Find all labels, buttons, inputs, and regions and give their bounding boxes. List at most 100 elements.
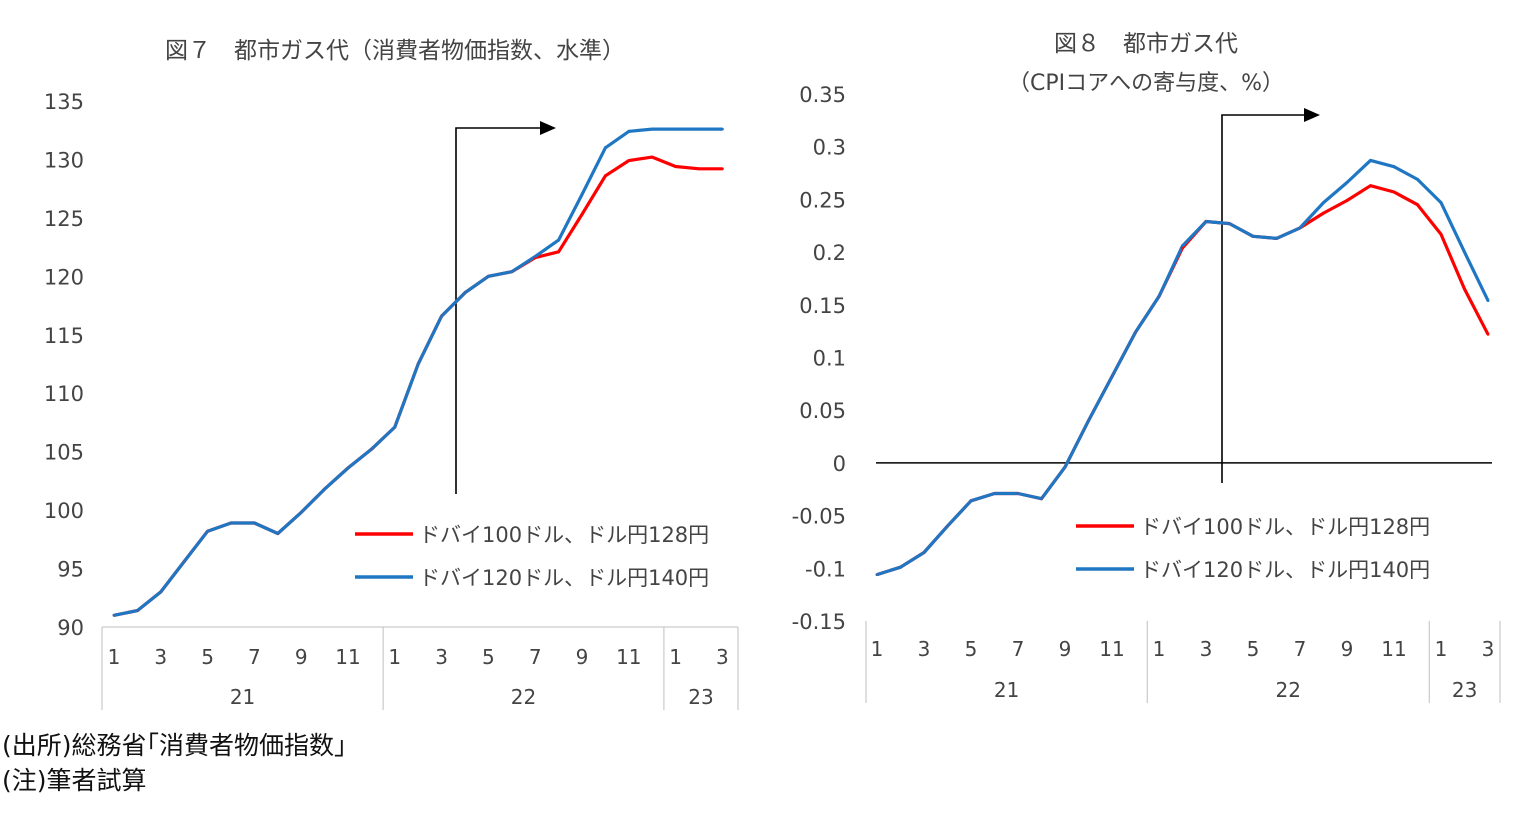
data-point-dubai120 [1275,237,1278,240]
y-tick-label: 0.3 [813,136,846,160]
x-year-label: 21 [994,678,1019,702]
y-tick-label: -0.15 [792,610,846,634]
data-point-dubai100 [1322,211,1325,215]
data-point-dubai100 [1439,232,1443,236]
y-tick-label: 115 [44,324,84,348]
y-tick-label: 0.1 [813,347,846,371]
annotation-arrow-line [455,127,542,494]
x-month-label: 7 [248,645,261,669]
y-tick-label: 0.35 [799,83,846,107]
data-point-dubai120 [674,127,677,131]
data-point-dubai120 [136,609,139,612]
y-tick-label: 0 [833,452,846,476]
x-year-label: 22 [511,685,536,709]
data-point-dubai100 [1486,332,1490,336]
data-point-dubai120 [1345,181,1349,184]
data-point-dubai120 [229,521,233,525]
annotation-arrowhead [1304,108,1320,122]
data-point-dubai120 [159,590,163,594]
data-point-dubai120 [346,466,350,470]
data-point-dubai120 [1110,375,1114,378]
data-point-dubai120 [276,532,280,535]
y-tick-label: 125 [44,207,84,231]
x-year-label: 23 [688,685,713,709]
y-tick-label: 130 [44,148,84,172]
data-point-dubai120 [1486,299,1490,302]
data-point-dubai120 [697,127,701,131]
x-month-label: 9 [295,645,308,669]
x-month-label: 5 [201,645,214,669]
x-month-label: 5 [1247,637,1260,661]
x-month-label: 7 [1294,637,1307,661]
x-month-label: 11 [616,645,641,669]
data-point-dubai100 [604,174,607,178]
data-point-dubai120 [463,291,467,295]
chart-title: 図７ 都市ガス代（消費者物価指数、水準） [165,38,625,64]
x-month-label: 3 [1200,637,1213,661]
data-point-dubai120 [182,560,186,563]
footnotes: (出所)総務省｢消費者物価指数｣ (注)筆者試算 [2,728,347,798]
data-point-dubai100 [674,165,677,168]
data-point-dubai120 [875,573,879,576]
y-tick-label: 100 [44,499,84,523]
data-point-dubai100 [1416,203,1419,207]
y-tick-label: 90 [57,616,84,640]
data-point-dubai120 [1063,465,1067,469]
data-point-dubai120 [1392,165,1396,169]
data-point-dubai120 [1322,201,1325,205]
data-point-dubai100 [697,167,701,171]
legend-label: ドバイ120ドル、ドル円140円 [1140,558,1430,582]
x-month-label: 9 [1341,637,1354,661]
x-month-label: 5 [482,645,495,669]
data-point-dubai120 [650,127,654,131]
y-tick-label: 120 [44,265,84,289]
annotation-arrow-line [1221,114,1306,483]
x-year-label: 23 [1452,678,1477,702]
data-point-dubai120 [510,270,514,274]
data-point-dubai120 [580,193,584,196]
x-month-label: 11 [335,645,360,669]
data-point-dubai120 [1369,159,1372,162]
x-month-label: 9 [1059,637,1072,661]
data-point-dubai120 [1416,178,1419,181]
data-point-dubai100 [1345,199,1349,202]
data-point-dubai120 [627,130,631,133]
data-point-dubai120 [993,492,996,495]
data-point-dubai120 [416,362,420,366]
data-point-dubai120 [1134,330,1137,334]
y-tick-label: 0.25 [799,188,846,212]
data-point-dubai120 [1251,234,1255,238]
data-point-dubai120 [1040,497,1043,501]
chart-fig7: 図７ 都市ガス代（消費者物価指数、水準）13513012512011511010… [44,38,739,710]
y-tick-label: 0.15 [799,294,846,318]
data-point-dubai120 [253,521,256,525]
data-point-dubai120 [1016,492,1020,495]
x-month-label: 9 [576,645,589,669]
x-year-label: 21 [230,685,255,709]
data-point-dubai120 [1181,244,1184,248]
source-note: (出所)総務省｢消費者物価指数｣ [2,731,347,760]
data-point-dubai120 [323,487,326,491]
data-point-dubai100 [1463,287,1466,291]
data-point-dubai120 [533,255,537,258]
x-month-label: 7 [1012,637,1025,661]
data-point-dubai100 [721,167,724,171]
series-line-dubai120 [876,158,1490,577]
data-point-dubai120 [1228,222,1231,226]
data-point-dubai120 [1439,201,1443,205]
data-point-dubai100 [580,213,584,216]
y-tick-label: 135 [44,90,84,114]
y-tick-label: 105 [44,441,84,465]
y-tick-label: 0.05 [799,399,846,423]
x-month-label: 1 [1153,637,1166,661]
data-point-dubai100 [1392,190,1396,194]
data-point-dubai120 [1087,419,1090,423]
data-point-dubai120 [1157,295,1161,298]
x-month-label: 1 [1435,637,1448,661]
x-month-label: 1 [108,645,121,669]
data-point-dubai120 [393,425,397,429]
data-point-dubai100 [557,250,560,254]
data-point-dubai100 [627,159,631,163]
data-point-dubai120 [299,511,303,514]
